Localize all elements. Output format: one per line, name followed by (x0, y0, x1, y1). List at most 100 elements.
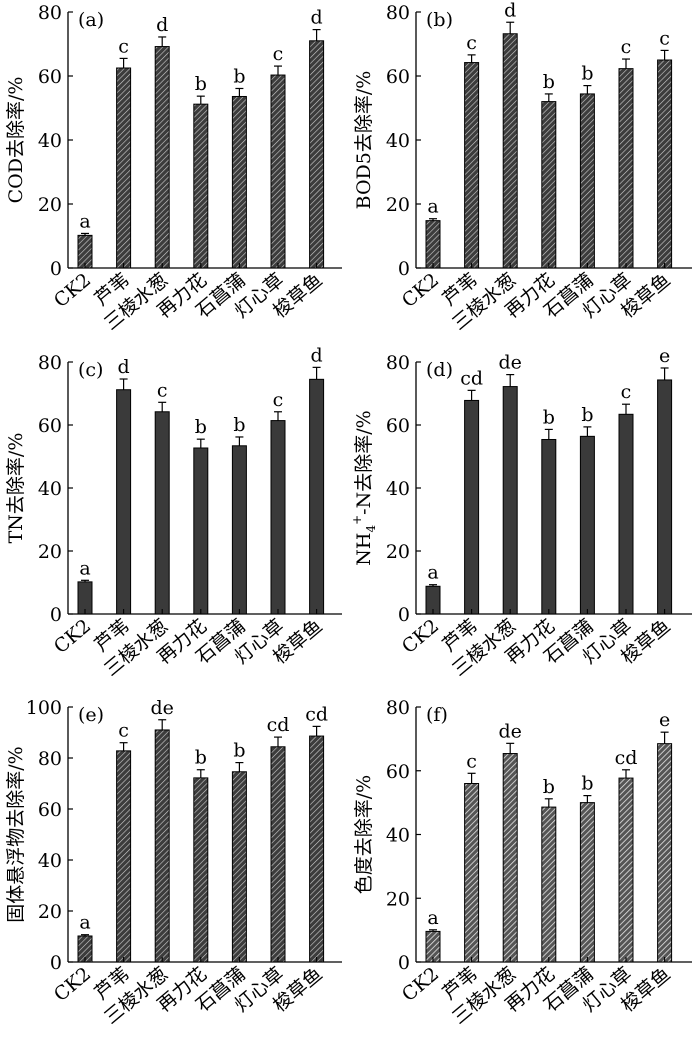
bar (231, 771, 247, 963)
significance-letter: a (79, 210, 90, 232)
y-tick-label: 20 (386, 541, 410, 563)
bar (541, 101, 557, 269)
y-axis-label: TN去除率/% (5, 433, 27, 544)
y-tick-label: 60 (38, 799, 62, 821)
y-axis-label: COD去除率/% (5, 77, 27, 204)
significance-letter: de (498, 352, 521, 374)
bar (154, 46, 170, 269)
bar (657, 743, 673, 963)
significance-letter: d (311, 344, 323, 366)
y-tick-label: 0 (50, 604, 62, 626)
bar (154, 411, 170, 615)
bar (657, 379, 673, 615)
y-tick-label: 80 (38, 2, 62, 24)
y-tick-label: 40 (386, 130, 410, 152)
significance-letter: e (659, 709, 670, 731)
significance-letter: b (233, 65, 245, 87)
significance-letter: e (659, 345, 670, 367)
significance-letter: c (466, 750, 477, 772)
bar (579, 93, 595, 269)
significance-letter: b (233, 740, 245, 762)
bar (270, 746, 286, 963)
significance-letter: cd (460, 367, 483, 389)
y-tick-label: 20 (38, 901, 62, 923)
bar (502, 753, 518, 963)
y-tick-label: 20 (386, 888, 410, 910)
significance-letter: b (581, 773, 593, 795)
bar (309, 40, 325, 269)
significance-letter: cd (267, 714, 290, 736)
panel-label: (b) (426, 9, 453, 31)
bar (425, 220, 441, 269)
y-tick-label: 60 (386, 415, 410, 437)
y-tick-label: 0 (398, 604, 410, 626)
significance-letter: c (118, 720, 129, 742)
bar (502, 386, 518, 615)
significance-letter: a (427, 196, 438, 218)
bar (579, 802, 595, 963)
significance-letter: b (195, 416, 207, 438)
y-axis-label-sup: + (350, 515, 364, 525)
y-axis-label-rest: -N去除率/% (353, 410, 375, 515)
y-tick-label: 20 (386, 194, 410, 216)
y-tick-label: 0 (398, 952, 410, 974)
y-tick-label: 60 (386, 761, 410, 783)
y-tick-label: 20 (38, 194, 62, 216)
significance-letter: b (543, 776, 555, 798)
bar (618, 68, 634, 269)
bar (541, 438, 557, 615)
significance-letter: b (543, 71, 555, 93)
significance-letter: d (118, 356, 130, 378)
y-tick-label: 80 (38, 748, 62, 770)
bar (618, 413, 634, 615)
y-tick-label: 80 (386, 2, 410, 24)
y-axis-label: BOD5去除率/% (353, 71, 375, 210)
y-tick-label: 40 (386, 478, 410, 500)
bar (116, 389, 132, 615)
bar (464, 783, 480, 963)
bar (116, 67, 132, 269)
panel-label: (e) (78, 704, 104, 726)
significance-letter: c (157, 379, 168, 401)
y-tick-label: 40 (38, 478, 62, 500)
y-tick-label: 20 (38, 541, 62, 563)
y-tick-label: 40 (38, 850, 62, 872)
significance-letter: b (581, 404, 593, 426)
bar (464, 62, 480, 269)
significance-letter: de (150, 697, 173, 719)
y-tick-label: 80 (386, 697, 410, 719)
bar (270, 420, 286, 615)
y-axis-label-main: NH (353, 533, 375, 566)
y-tick-label: 40 (386, 825, 410, 847)
y-tick-label: 40 (38, 130, 62, 152)
y-tick-label: 0 (398, 258, 410, 280)
bar (193, 103, 209, 269)
significance-letter: cd (615, 747, 638, 769)
bar (502, 33, 518, 269)
panel-label: (d) (426, 359, 453, 381)
bar (464, 399, 480, 615)
y-axis-label-sub: 4 (364, 525, 378, 533)
significance-letter: b (195, 73, 207, 95)
panel-label: (a) (78, 9, 104, 31)
bar (193, 447, 209, 615)
y-tick-label: 60 (386, 66, 410, 88)
y-axis-label: 色度去除率/% (353, 775, 375, 894)
significance-letter: d (156, 14, 168, 36)
significance-letter: c (621, 36, 632, 58)
significance-letter: a (427, 907, 438, 929)
y-tick-label: 0 (50, 258, 62, 280)
significance-letter: cd (305, 703, 328, 725)
significance-letter: a (427, 562, 438, 584)
y-tick-label: 60 (38, 66, 62, 88)
bar (270, 74, 286, 269)
bar (309, 735, 325, 963)
panel-label: (f) (426, 704, 448, 726)
significance-letter: b (581, 63, 593, 85)
significance-letter: d (311, 7, 323, 29)
